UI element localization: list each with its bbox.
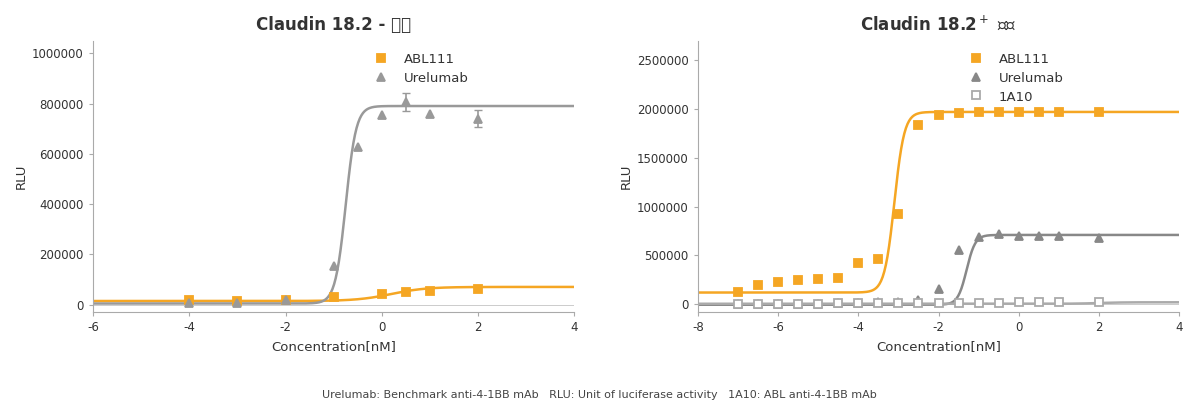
ABL111: [327, 295, 341, 300]
1A10: [972, 300, 986, 305]
ABL111: [399, 290, 413, 295]
ABL111: [1031, 109, 1046, 114]
Legend: ABL111, Urelumab: ABL111, Urelumab: [369, 53, 468, 85]
ABL111: [770, 280, 785, 284]
Line: 1A10: 1A10: [733, 298, 1103, 308]
Urelumab: [1011, 234, 1025, 238]
ABL111: [1052, 109, 1066, 114]
ABL111: [912, 122, 926, 127]
Urelumab: [471, 116, 485, 121]
1A10: [831, 301, 846, 306]
1A10: [751, 301, 766, 306]
Text: Urelumab: Benchmark anti-4-1BB mAb   RLU: Unit of luciferase activity   1A10: AB: Urelumab: Benchmark anti-4-1BB mAb RLU: …: [321, 390, 877, 400]
1A10: [992, 300, 1006, 305]
Urelumab: [851, 301, 865, 305]
1A10: [731, 301, 745, 306]
1A10: [951, 301, 966, 305]
ABL111: [278, 298, 292, 303]
1A10: [791, 301, 805, 306]
Urelumab: [1052, 234, 1066, 239]
ABL111: [972, 109, 986, 114]
1A10: [1052, 300, 1066, 305]
ABL111: [951, 111, 966, 116]
Urelumab: [327, 263, 341, 268]
1A10: [931, 301, 945, 305]
1A10: [770, 301, 785, 306]
Urelumab: [992, 231, 1006, 236]
Urelumab: [912, 297, 926, 302]
1A10: [1031, 300, 1046, 305]
ABL111: [731, 289, 745, 294]
ABL111: [1011, 109, 1025, 114]
Legend: ABL111, Urelumab, 1A10: ABL111, Urelumab, 1A10: [964, 53, 1064, 103]
ABL111: [471, 287, 485, 292]
1A10: [912, 301, 926, 306]
Line: Urelumab: Urelumab: [184, 98, 483, 307]
1A10: [871, 301, 885, 306]
ABL111: [230, 298, 244, 303]
ABL111: [423, 288, 437, 293]
Urelumab: [278, 298, 292, 303]
ABL111: [871, 257, 885, 262]
Urelumab: [1031, 234, 1046, 238]
ABL111: [851, 261, 865, 266]
Title: Claudin 18.2$^+$ 세포: Claudin 18.2$^+$ 세포: [860, 15, 1017, 34]
Urelumab: [791, 302, 805, 307]
ABL111: [791, 278, 805, 283]
1A10: [851, 301, 865, 306]
ABL111: [831, 276, 846, 280]
ABL111: [811, 277, 825, 282]
X-axis label: Concentration[nM]: Concentration[nM]: [876, 340, 1002, 353]
Urelumab: [831, 301, 846, 306]
Urelumab: [972, 234, 986, 239]
Urelumab: [375, 112, 389, 117]
Urelumab: [951, 247, 966, 252]
1A10: [811, 301, 825, 306]
Urelumab: [811, 301, 825, 306]
Line: ABL111: ABL111: [184, 285, 483, 305]
ABL111: [751, 282, 766, 287]
ABL111: [1091, 109, 1106, 114]
Urelumab: [751, 302, 766, 307]
Y-axis label: RLU: RLU: [16, 164, 28, 189]
ABL111: [182, 298, 196, 303]
1A10: [891, 301, 906, 306]
X-axis label: Concentration[nM]: Concentration[nM]: [271, 340, 397, 353]
Line: Urelumab: Urelumab: [733, 230, 1103, 308]
1A10: [1011, 300, 1025, 305]
ABL111: [992, 109, 1006, 114]
Title: Claudin 18.2 - 세포: Claudin 18.2 - 세포: [256, 16, 411, 34]
Urelumab: [351, 145, 365, 150]
ABL111: [375, 292, 389, 297]
ABL111: [891, 212, 906, 217]
Urelumab: [1091, 236, 1106, 240]
Urelumab: [871, 300, 885, 305]
ABL111: [931, 112, 945, 117]
Urelumab: [931, 286, 945, 291]
Urelumab: [731, 302, 745, 307]
1A10: [1091, 300, 1106, 305]
Line: ABL111: ABL111: [733, 108, 1103, 296]
Urelumab: [399, 100, 413, 105]
Urelumab: [891, 299, 906, 304]
Urelumab: [423, 111, 437, 116]
Urelumab: [182, 301, 196, 306]
Urelumab: [230, 300, 244, 305]
Urelumab: [770, 302, 785, 307]
Y-axis label: RLU: RLU: [619, 164, 633, 189]
